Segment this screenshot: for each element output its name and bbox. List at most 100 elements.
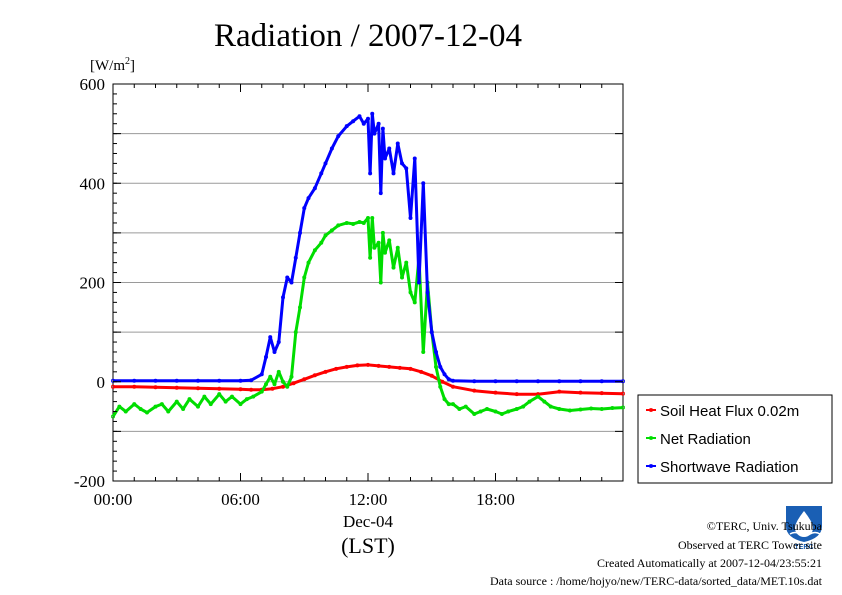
data-point [302, 275, 307, 280]
data-point [450, 384, 455, 389]
data-point [368, 171, 373, 176]
terc-logo: TERC [786, 506, 822, 551]
legend-label: Soil Heat Flux 0.02m [660, 403, 799, 420]
data-point [166, 409, 171, 414]
data-point [355, 363, 360, 368]
data-point [391, 265, 396, 270]
data-point [361, 220, 366, 225]
legend-label: Net Radiation [660, 431, 751, 448]
x-tick-label: 06:00 [221, 490, 260, 509]
data-point [514, 379, 519, 384]
data-point [382, 250, 387, 255]
data-point [442, 372, 447, 377]
data-point [297, 230, 302, 235]
data-point [567, 408, 572, 413]
data-point [463, 404, 468, 409]
data-point [159, 402, 164, 407]
data-point [421, 181, 426, 186]
x-tick-label: 12:00 [349, 490, 388, 509]
data-point [323, 233, 328, 238]
data-point [395, 141, 400, 146]
data-point [399, 161, 404, 166]
legend: Soil Heat Flux 0.02m Net Radiation Shortwa… [637, 394, 833, 484]
data-point [599, 391, 604, 396]
data-point [302, 377, 307, 382]
data-point [249, 378, 254, 383]
data-point [527, 399, 532, 404]
data-point [610, 406, 615, 411]
data-point [251, 394, 256, 399]
data-point [195, 378, 200, 383]
data-point [111, 384, 116, 389]
data-point [259, 389, 264, 394]
data-point [493, 409, 498, 414]
data-point [404, 260, 409, 265]
data-point [376, 363, 381, 368]
data-point [521, 404, 526, 409]
data-point [391, 171, 396, 176]
data-point [238, 378, 243, 383]
data-point [285, 384, 290, 389]
data-point [376, 121, 381, 126]
data-point [272, 349, 277, 354]
data-point [223, 399, 228, 404]
data-point [472, 412, 477, 417]
data-point [378, 280, 383, 285]
data-point [425, 290, 430, 295]
data-point [446, 377, 451, 382]
data-point [357, 114, 362, 119]
data-point [174, 378, 179, 383]
data-point [229, 394, 234, 399]
data-point [306, 196, 311, 201]
data-point [208, 402, 213, 407]
data-point [132, 384, 137, 389]
y-tick-label: 0 [97, 373, 106, 392]
y-tick-label: 400 [80, 174, 106, 193]
data-point [323, 369, 328, 374]
data-point [387, 238, 392, 243]
data-point [153, 404, 158, 409]
data-point [351, 119, 356, 124]
data-point [270, 386, 275, 391]
data-point [217, 386, 222, 391]
data-point [557, 407, 562, 412]
data-point [132, 378, 137, 383]
data-point [514, 392, 519, 397]
data-point [268, 374, 273, 379]
data-point [111, 414, 116, 419]
data-point [344, 220, 349, 225]
data-point [506, 409, 511, 414]
data-point [438, 384, 443, 389]
data-point [259, 372, 264, 377]
y-tick-label: 600 [80, 75, 106, 94]
data-point [378, 191, 383, 196]
data-point [268, 335, 273, 340]
data-point [419, 369, 424, 374]
data-point [344, 364, 349, 369]
data-point [599, 407, 604, 412]
legend-marker [649, 463, 654, 468]
data-point [578, 390, 583, 395]
data-point [450, 402, 455, 407]
data-point [244, 397, 249, 402]
data-point [397, 365, 402, 370]
data-point [132, 402, 137, 407]
data-point [293, 255, 298, 260]
data-point [442, 397, 447, 402]
data-point [368, 255, 373, 260]
data-point [263, 354, 268, 359]
copyright-text: ©TERC, Univ. Tsukuba [707, 519, 823, 533]
data-point [285, 275, 290, 280]
data-point [302, 206, 307, 211]
data-point [334, 366, 339, 371]
legend-marker [649, 435, 654, 440]
data-point [365, 215, 370, 220]
legend-label: Shortwave Radiation [660, 459, 798, 476]
data-point [382, 156, 387, 161]
data-point [138, 407, 143, 412]
data-point [589, 406, 594, 411]
data-point [450, 378, 455, 383]
data-point [493, 390, 498, 395]
data-point [514, 407, 519, 412]
data-point [372, 131, 377, 136]
